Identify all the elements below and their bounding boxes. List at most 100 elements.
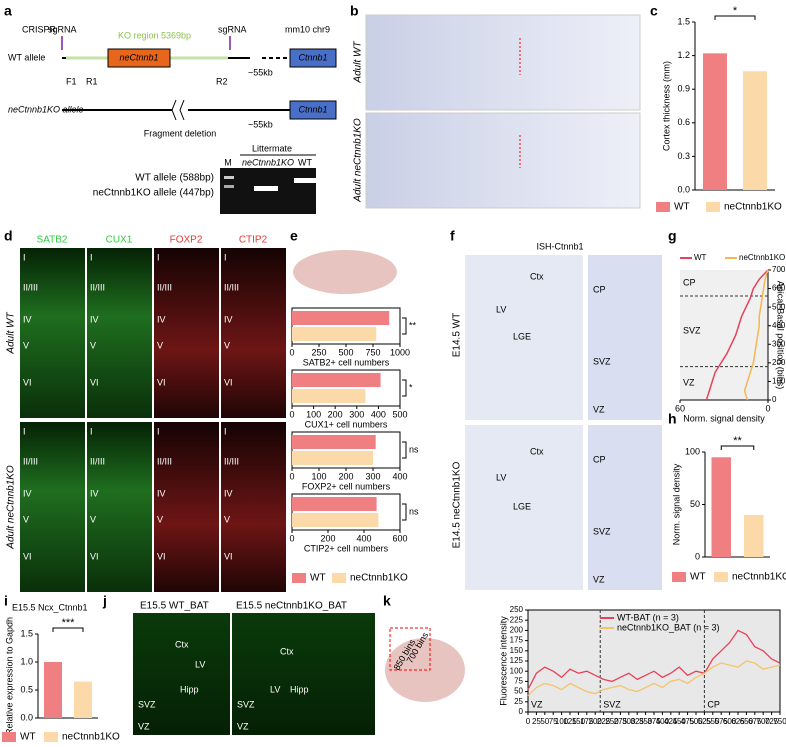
bar [292,373,381,387]
x-tick-label: 375 [647,717,661,726]
layer-label: VI [157,551,166,561]
label: M [224,157,232,167]
layer-label: IV [23,314,32,324]
roi [389,627,431,671]
label: neCtnnb1KO [242,157,294,167]
layer-label: VI [23,551,32,561]
x-tick-label: 600 [723,717,737,726]
y-tick-label: 0.3 [677,151,690,161]
layer-label: II/III [224,456,239,466]
y-tick-label: 150 [510,646,524,655]
x-tick-label: 150 [572,717,586,726]
image [232,613,375,735]
legend-label: WT [310,573,326,584]
label: ~55kb [248,119,273,129]
x-tick-label: 100 [306,409,321,419]
title: ISH-Ctnnb1 [536,241,583,251]
legend-swatch [672,572,686,582]
x-tick-label: 0 [289,347,294,357]
x-tick-label: 300 [622,717,636,726]
label: WT allele (588bp) [135,173,214,184]
panel-b: Adult WT Adult neCtnnb1KO [353,14,641,209]
image [588,425,662,590]
y-tick-label: 100 [510,666,524,675]
gene-box [289,48,337,68]
layer-label: I [224,252,227,262]
label: LV [496,304,506,314]
x-tick-label: 525 [698,717,712,726]
y-tick-label: 100 [772,377,786,386]
x-tick-label: 400 [356,533,371,543]
x-tick-label: 1000 [390,347,410,357]
legend-swatch [292,573,306,583]
chart-title: E15.5 Ncx_Ctnnb1 [12,602,88,612]
label: SVZ [237,699,255,709]
label: R2 [216,76,228,86]
x-tick-label: 350 [639,717,653,726]
x-tick-label: 425 [664,717,678,726]
layer-label: I [23,252,26,262]
x-tick-label: 400 [371,409,386,419]
image [133,613,230,735]
label: ~55kb [248,67,273,77]
legend-label: neCtnnb1KO [724,202,782,213]
row-label: Adult WT [353,41,364,84]
row-label: Adult neCtnnb1KO [6,465,17,550]
legend-swatch [714,572,728,582]
layer-label: II/III [23,456,38,466]
line [743,269,769,401]
y-tick-label: 1.5 [20,628,33,638]
break [171,99,185,121]
y-tick-label: 400 [772,321,786,330]
bar [292,451,373,465]
y-tick-label: 75 [514,677,523,686]
x-tick-label: 325 [631,717,645,726]
row-label: E14.5 WT [452,313,463,357]
x-tick-label: 650 [740,717,754,726]
label: sgRNA [218,24,247,34]
panel-label: h [668,411,677,427]
y-tick-label: 0.0 [20,712,33,722]
x-tick-label: 750 [773,717,786,726]
y-tick-label: 700 [772,265,786,274]
y-axis-label: Fluorescence intensity [498,616,508,706]
panel-label: g [668,228,677,244]
panel-label: e [290,228,298,244]
label: CP [593,284,606,294]
label: Fragment deletion [144,128,217,138]
line [705,269,769,401]
image [87,422,152,592]
zone-label: CP [683,277,696,287]
label: VZ [237,721,249,731]
label: Ctx [280,646,294,656]
y-tick-label: 0.5 [20,684,33,694]
zone-label: SVZ [683,326,701,336]
column-header: CTIP2 [239,235,268,246]
image [154,422,219,592]
y-tick-label: 50 [514,687,523,696]
label: Littermate [252,143,292,153]
x-tick-label: 200 [320,533,335,543]
significance-bracket [52,627,84,632]
panel-label: a [4,3,12,19]
x-tick-label: 750 [365,347,380,357]
label: KO region 5369bp [118,30,191,40]
panel-frame [291,369,401,407]
x-tick-label: 250 [605,717,619,726]
x-tick-label: 675 [748,717,762,726]
image [465,255,583,420]
x-tick-label: 500 [338,347,353,357]
layer-label: V [23,514,29,524]
layer-label: V [224,514,230,524]
x-tick-label: 50 [540,717,549,726]
layer-label: I [23,426,26,436]
band [254,186,278,191]
layer-label: IV [90,314,99,324]
x-tick-label: 600 [392,533,407,543]
layer-label: IV [224,488,233,498]
label: F1 [66,76,77,86]
legend-label: neCtnnb1KO [732,572,786,583]
title: E15.5 neCtnnb1KO_BAT [236,601,347,612]
band [224,185,234,188]
